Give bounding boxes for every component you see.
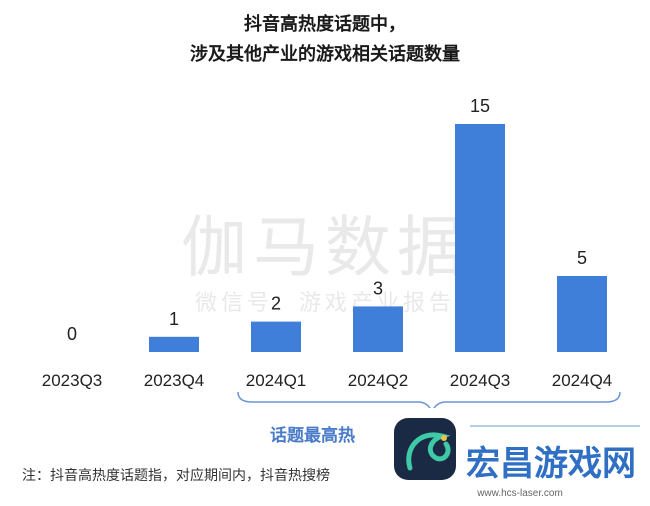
value-label-2023Q4: 1	[169, 309, 179, 329]
dragon-logo-icon	[406, 432, 451, 471]
bar-2024Q2	[353, 306, 403, 352]
brace-label: 话题最高热	[270, 425, 355, 445]
bar-2024Q1	[251, 321, 301, 352]
value-label-2024Q4: 5	[577, 248, 587, 268]
value-label-2024Q3: 15	[470, 96, 490, 116]
footnote: 注：抖音高热度话题指，对应期间内，抖音热搜榜	[22, 467, 330, 483]
overlay-url: www.hcs-laser.com	[476, 488, 563, 499]
bar-2023Q4	[149, 336, 199, 352]
bar-2024Q3	[455, 124, 505, 352]
watermark-main: 伽马数据	[181, 210, 469, 284]
category-label-2024Q1: 2024Q1	[246, 371, 307, 390]
chart-subtitle: 涉及其他产业的游戏相关话题数量	[190, 43, 460, 64]
bars-layer: 0 2023Q3 1 2023Q4 2 2024Q1 3 2024Q2 15 2024Q3 5 202…	[42, 96, 613, 390]
overlay-brand: 宏昌游戏网	[466, 444, 636, 483]
value-label-2024Q1: 2	[271, 294, 281, 314]
watermark-sub: 微信号：游戏产业报告	[195, 290, 455, 315]
category-label-2024Q3: 2024Q3	[450, 371, 511, 390]
category-label-2024Q2: 2024Q2	[348, 371, 409, 390]
overlay-badge: 宏昌游戏网 www.hcs-laser.com	[388, 408, 650, 506]
category-label-2024Q4: 2024Q4	[552, 371, 613, 390]
chart-title: 抖音高热度话题中，	[244, 13, 406, 34]
category-label-2023Q3: 2023Q3	[42, 371, 103, 390]
bar-2024Q4	[557, 276, 607, 352]
value-label-2023Q3: 0	[67, 324, 77, 344]
value-label-2024Q2: 3	[373, 278, 383, 298]
category-label-2023Q4: 2023Q4	[144, 371, 205, 390]
